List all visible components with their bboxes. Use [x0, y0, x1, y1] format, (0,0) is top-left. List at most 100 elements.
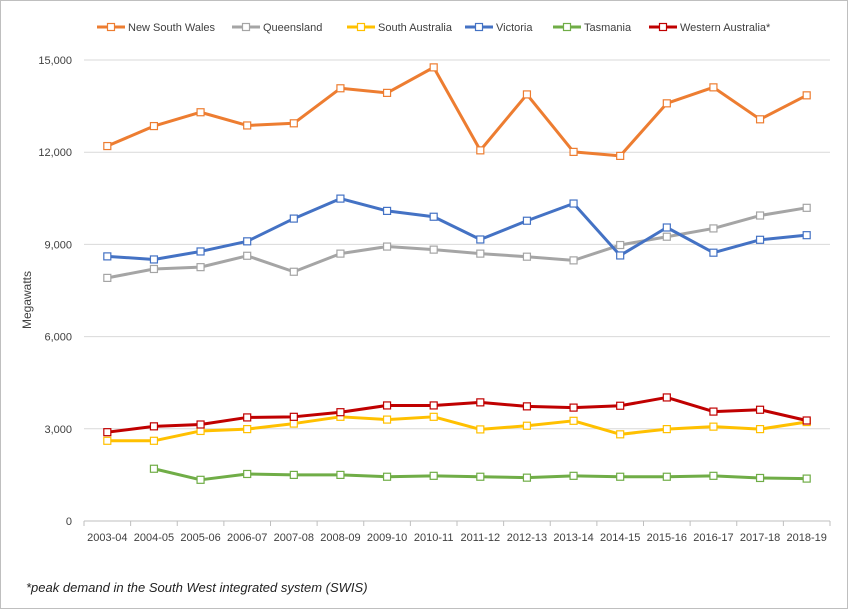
- series-victoria: [103, 194, 811, 264]
- data-point: [103, 428, 112, 437]
- legend-label: South Australia: [378, 22, 453, 34]
- series-line: [106, 65, 808, 158]
- x-tick-label: 2010-11: [414, 532, 454, 544]
- data-point: [243, 237, 252, 246]
- legend-label: New South Wales: [128, 22, 216, 34]
- data-point: [149, 255, 159, 264]
- data-point: [616, 401, 625, 410]
- data-point: [709, 224, 718, 233]
- x-tick-label: 2012-13: [507, 532, 547, 544]
- data-point: [196, 108, 205, 117]
- y-tick-label: 0: [66, 516, 72, 528]
- data-point: [755, 235, 765, 244]
- data-point: [569, 416, 578, 425]
- data-point: [149, 464, 159, 473]
- y-axis-ticks: 0 3,000 6,000 9,000 12,000 15,000: [38, 55, 72, 528]
- x-axis-ticks: 2003-04 2004-05 2005-06 2006-07 2007-08 2008-…: [87, 532, 827, 544]
- data-point: [522, 402, 532, 411]
- data-point: [802, 474, 811, 483]
- data-point: [243, 413, 252, 422]
- x-tick-label: 2003-04: [87, 532, 127, 544]
- data-point: [243, 469, 252, 479]
- x-tick-label: 2009-10: [367, 532, 407, 544]
- x-tick-label: 2006-07: [227, 532, 267, 544]
- data-point: [802, 416, 811, 425]
- legend-label: Queensland: [263, 22, 322, 34]
- data-point: [662, 393, 671, 402]
- data-point: [569, 256, 578, 265]
- x-tick-label: 2017-18: [740, 532, 780, 544]
- data-point: [476, 472, 485, 481]
- y-tick-label: 9,000: [44, 239, 72, 251]
- y-tick-label: 12,000: [38, 147, 72, 159]
- data-point: [289, 119, 298, 128]
- data-point: [802, 231, 811, 240]
- data-point: [522, 216, 532, 225]
- data-point: [336, 408, 345, 417]
- data-point: [103, 273, 112, 282]
- data-point: [103, 252, 112, 261]
- data-point: [429, 245, 438, 254]
- data-point: [569, 403, 578, 412]
- y-axis-label: Megawatts: [20, 271, 34, 329]
- y-tick-label: 15,000: [38, 55, 72, 67]
- data-point: [382, 472, 392, 481]
- data-point: [289, 419, 298, 428]
- legend-entry: Queensland: [232, 22, 322, 34]
- series-line: [107, 206, 807, 280]
- data-point: [196, 475, 205, 484]
- data-point: [336, 470, 345, 479]
- data-point: [709, 422, 718, 431]
- data-point: [569, 147, 578, 156]
- legend-swatch-marker: [356, 22, 366, 32]
- data-point: [382, 242, 392, 251]
- x-tick-label: 2005-06: [180, 532, 220, 544]
- legend-entry: Victoria: [465, 22, 533, 34]
- data-point: [429, 63, 438, 72]
- series-tasmania: [149, 464, 811, 484]
- data-point: [755, 473, 765, 483]
- data-point: [476, 398, 485, 407]
- data-point: [522, 421, 532, 430]
- data-point: [149, 264, 159, 274]
- data-point: [709, 471, 718, 480]
- data-point: [289, 214, 298, 223]
- legend-label: Western Australia*: [680, 22, 771, 34]
- data-point: [429, 212, 438, 221]
- data-point: [802, 203, 811, 212]
- legend-entry: South Australia: [347, 22, 453, 34]
- data-point: [196, 263, 205, 272]
- data-point: [382, 401, 392, 410]
- data-point: [755, 211, 765, 220]
- data-point: [382, 206, 392, 216]
- x-tick-label: 2018-19: [787, 532, 827, 544]
- data-point: [196, 420, 205, 429]
- data-point: [662, 99, 671, 108]
- x-tick-label: 2008-09: [320, 532, 360, 544]
- legend-swatch-marker: [241, 22, 251, 32]
- data-point: [522, 252, 532, 261]
- plot-area: [103, 63, 811, 484]
- data-point: [522, 473, 532, 482]
- y-tick-label: 6,000: [44, 332, 72, 344]
- data-point: [662, 223, 671, 232]
- x-tick-label: 2004-05: [134, 532, 174, 544]
- data-point: [755, 115, 765, 124]
- legend-entry: New South Wales: [97, 22, 216, 34]
- x-tick-label: 2014-15: [600, 532, 640, 544]
- data-point: [289, 267, 298, 276]
- data-point: [243, 251, 252, 260]
- x-tick-label: 2015-16: [647, 532, 687, 544]
- legend-swatch-marker: [562, 22, 572, 32]
- data-point: [476, 235, 485, 244]
- series-line: [107, 197, 807, 261]
- legend-entry: Tasmania: [553, 22, 632, 34]
- data-point: [382, 88, 392, 97]
- data-point: [149, 436, 159, 445]
- data-point: [429, 401, 438, 410]
- legend-entry: Western Australia*: [649, 22, 771, 34]
- data-point: [616, 151, 625, 160]
- data-point: [662, 232, 671, 241]
- data-point: [382, 415, 392, 424]
- data-point: [616, 430, 625, 439]
